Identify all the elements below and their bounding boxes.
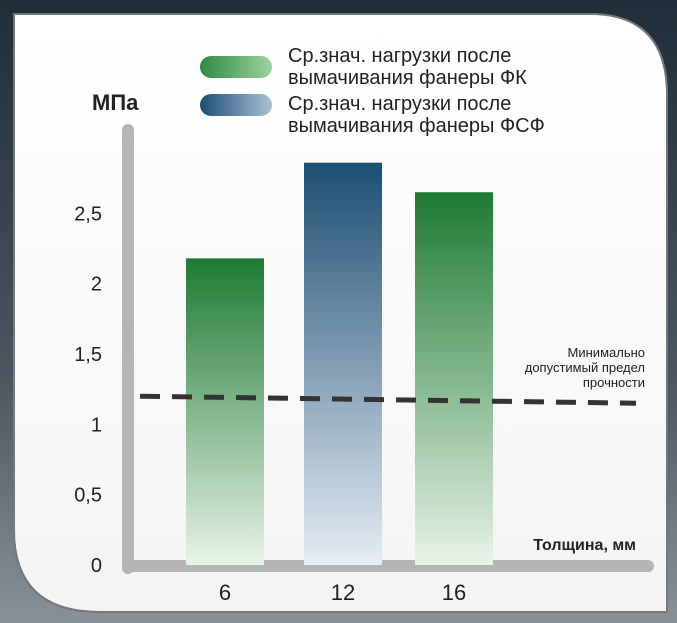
bar (186, 258, 264, 565)
legend-swatch-fk (200, 56, 272, 78)
x-tick-label: 16 (442, 580, 466, 605)
legend-label-fsf-line1: Ср.знач. нагрузки после (288, 93, 511, 115)
bars (186, 162, 493, 565)
legend-swatch-fsf (200, 94, 272, 116)
y-tick-labels: 0 0,5 1 1,5 2 2,5 (74, 203, 102, 577)
y-tick-label: 0 (91, 555, 102, 577)
x-axis-label: Толщина, мм (533, 537, 636, 554)
y-tick-label: 2 (91, 274, 102, 296)
threshold-label-line3: прочности (583, 375, 645, 390)
y-tick-label: 2,5 (74, 203, 102, 225)
y-tick-label: 1 (91, 414, 102, 436)
threshold-label: Минимально допустимый предел прочности (525, 345, 645, 390)
threshold-line (139, 393, 637, 406)
y-tick-label: 1,5 (74, 344, 102, 366)
x-tick-label: 12 (331, 580, 355, 605)
x-tick-labels: 6 12 16 (219, 580, 466, 605)
legend-item-fk: Ср.знач. нагрузки после вымачивания фане… (200, 45, 527, 89)
legend-label-fk-line1: Ср.знач. нагрузки после (288, 45, 511, 67)
x-tick-label: 6 (219, 580, 231, 605)
legend-item-fsf: Ср.знач. нагрузки после вымачивания фане… (200, 93, 545, 137)
threshold-label-line1: Минимально (568, 345, 645, 360)
y-axis-label: МПа (92, 90, 139, 115)
legend-label-fk-line2: вымачивания фанеры ФК (288, 67, 527, 89)
bar (304, 162, 382, 565)
legend-label-fsf-line2: вымачивания фанеры ФСФ (288, 115, 545, 137)
threshold-label-line2: допустимый предел (525, 360, 645, 375)
bar (415, 192, 493, 565)
y-tick-label: 0,5 (74, 485, 102, 507)
legend: Ср.знач. нагрузки после вымачивания фане… (200, 45, 545, 137)
